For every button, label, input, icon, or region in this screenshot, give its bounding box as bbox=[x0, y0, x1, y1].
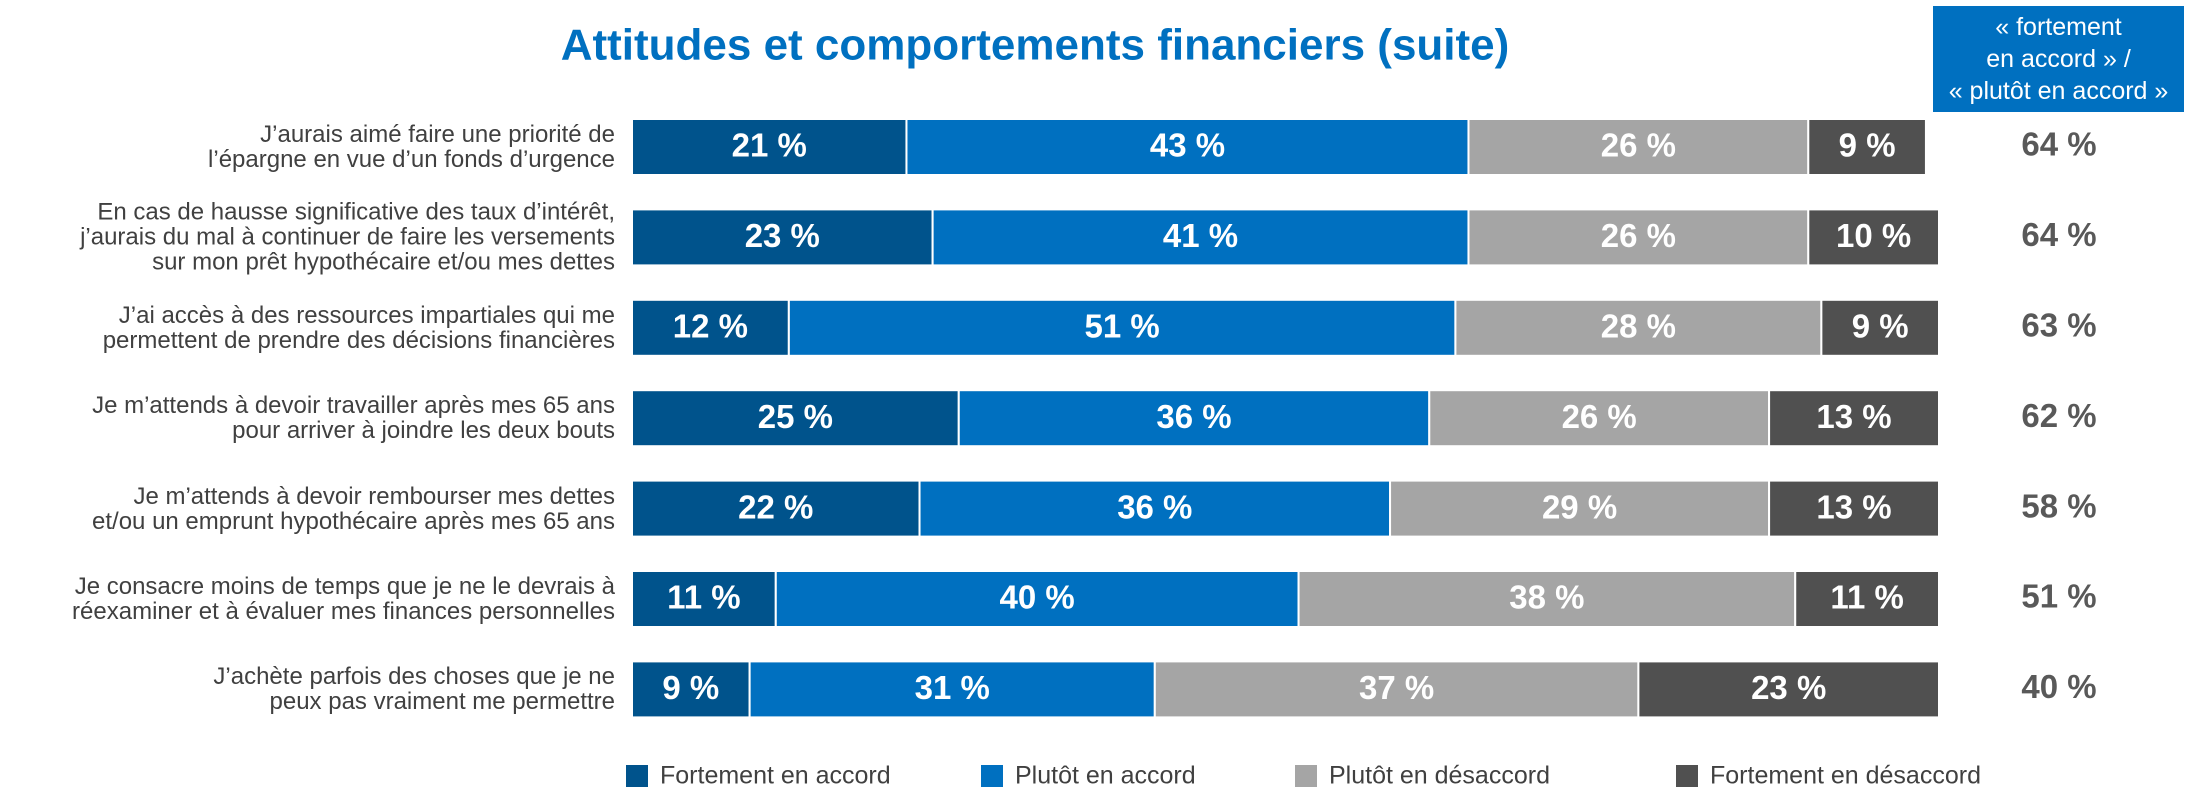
value-label: 36 % bbox=[1156, 398, 1231, 435]
value-label: 29 % bbox=[1542, 488, 1617, 525]
value-label: 13 % bbox=[1816, 488, 1891, 525]
totals-header: « fortement en accord » / « plutôt en ac… bbox=[1933, 6, 2184, 112]
legend-label: Fortement en désaccord bbox=[1710, 762, 1981, 789]
bar-segment bbox=[918, 479, 1392, 538]
value-label: 21 % bbox=[732, 127, 807, 164]
bar-segment bbox=[1297, 570, 1797, 628]
total-label: 51 % bbox=[2021, 578, 2096, 615]
category-label: Je consacre moins de temps que je ne le … bbox=[72, 573, 615, 625]
category-label: En cas de hausse significative des taux … bbox=[80, 198, 615, 276]
value-label: 9 % bbox=[1852, 308, 1909, 345]
value-label: 11 % bbox=[667, 579, 740, 616]
bar-segment bbox=[1794, 570, 1940, 628]
value-label: 36 % bbox=[1117, 488, 1192, 525]
bar-segment bbox=[1467, 118, 1810, 176]
chart-title: Attitudes et comportements financiers (s… bbox=[561, 21, 1510, 70]
value-label: 11 % bbox=[1830, 579, 1903, 616]
total-label: 63 % bbox=[2021, 307, 2096, 344]
value-label: 26 % bbox=[1562, 398, 1637, 435]
value-label: 9 % bbox=[662, 669, 719, 706]
total-label: 64 % bbox=[2021, 126, 2096, 163]
legend-label: Plutôt en accord bbox=[1015, 762, 1196, 789]
value-label: 10 % bbox=[1836, 217, 1911, 254]
legend-label: Plutôt en désaccord bbox=[1329, 762, 1550, 789]
legend-swatch bbox=[626, 765, 648, 787]
bar-segment bbox=[787, 298, 1457, 357]
value-label: 23 % bbox=[1751, 669, 1826, 706]
bar-segment bbox=[1637, 660, 1940, 719]
value-label: 43 % bbox=[1150, 127, 1225, 164]
bar-segment bbox=[1389, 479, 1771, 538]
category-label: J’ai accès à des ressources impartiales … bbox=[102, 301, 615, 354]
bar-segment bbox=[1153, 660, 1640, 719]
legend-swatch bbox=[1676, 765, 1698, 787]
legend-swatch bbox=[1295, 765, 1317, 787]
bar-segment bbox=[931, 208, 1470, 267]
bar-segment bbox=[1454, 298, 1823, 357]
bar-segment bbox=[631, 660, 751, 719]
bar-segment bbox=[1768, 389, 1940, 448]
bar-segment bbox=[1768, 479, 1940, 538]
value-label: 38 % bbox=[1509, 579, 1584, 616]
value-label: 26 % bbox=[1601, 127, 1676, 164]
total-label: 62 % bbox=[2021, 397, 2096, 434]
value-label: 25 % bbox=[758, 398, 833, 435]
bar-segment bbox=[1807, 118, 1927, 176]
bar-segment bbox=[1820, 298, 1940, 357]
category-label: Je m’attends à devoir rembourser mes det… bbox=[92, 482, 615, 535]
value-label: 40 % bbox=[1000, 579, 1075, 616]
value-label: 12 % bbox=[673, 308, 748, 345]
legend-swatch bbox=[981, 765, 1003, 787]
value-label: 31 % bbox=[915, 669, 990, 706]
bar-segment bbox=[748, 660, 1156, 719]
bar-segment bbox=[631, 118, 908, 176]
category-label: Je m’attends à devoir travailler après m… bbox=[92, 392, 615, 445]
total-label: 40 % bbox=[2021, 668, 2096, 705]
category-label: J’aurais aimé faire une priorité de l’ép… bbox=[208, 121, 615, 173]
total-label: 58 % bbox=[2021, 487, 2096, 524]
value-label: 9 % bbox=[1839, 127, 1896, 164]
value-label: 41 % bbox=[1163, 217, 1238, 254]
legend-label: Fortement en accord bbox=[660, 762, 891, 789]
value-label: 51 % bbox=[1085, 308, 1160, 345]
total-label: 64 % bbox=[2021, 216, 2096, 253]
bar-segment bbox=[631, 479, 921, 538]
bar-segment bbox=[1467, 208, 1810, 267]
bar-segment bbox=[1428, 389, 1771, 448]
bar-segment bbox=[1807, 208, 1941, 267]
value-label: 13 % bbox=[1816, 398, 1891, 435]
value-label: 37 % bbox=[1359, 669, 1434, 706]
category-label: J’achète parfois des choses que je ne pe… bbox=[213, 663, 615, 716]
value-label: 28 % bbox=[1601, 308, 1676, 345]
value-label: 26 % bbox=[1601, 217, 1676, 254]
value-label: 22 % bbox=[738, 488, 813, 525]
value-label: 23 % bbox=[745, 217, 820, 254]
bar-segment bbox=[631, 389, 960, 448]
